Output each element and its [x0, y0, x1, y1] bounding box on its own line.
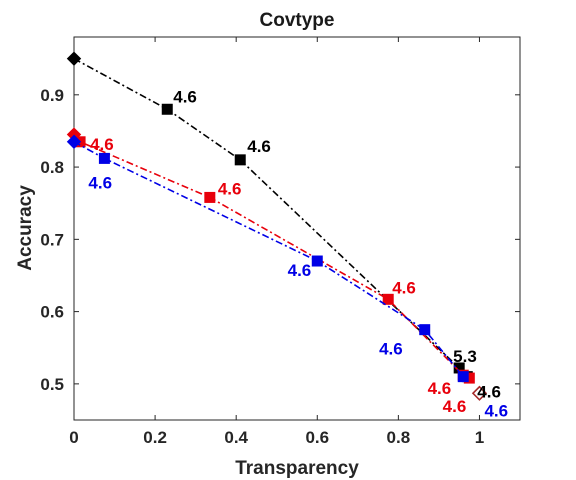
y-tick-label: 0.5: [40, 375, 64, 394]
y-tick-label: 0.8: [40, 158, 64, 177]
square-marker: [419, 324, 431, 336]
square-marker: [161, 103, 173, 115]
y-tick-label: 0.7: [40, 230, 64, 249]
diamond-marker: [66, 134, 82, 149]
chart-title: Covtype: [260, 10, 335, 31]
series-black: [66, 51, 473, 383]
data-label: 4.6: [88, 173, 112, 192]
square-marker: [204, 191, 216, 203]
y-axis-label: Accuracy: [15, 185, 36, 271]
data-label: 4.6: [443, 397, 467, 416]
square-marker: [382, 293, 394, 305]
x-tick-label: 0.8: [387, 428, 411, 447]
x-axis-label: Transparency: [235, 458, 359, 479]
axis-ticks: 0 0.2 0.4 0.6 0.8 1 0.5 0.6 0.7 0.8 0.9: [40, 37, 520, 447]
data-label: 4.6: [392, 278, 416, 297]
plot-frame: [73, 36, 521, 421]
x-tick-label: 0: [69, 428, 78, 447]
x-tick-label: 0.2: [143, 428, 167, 447]
square-marker: [234, 154, 246, 166]
data-label: 4.6: [247, 137, 271, 156]
square-marker: [457, 371, 469, 383]
series-line: [73, 57, 468, 378]
data-label: 4.6: [173, 87, 197, 106]
series-red: [66, 127, 475, 384]
series-line: [73, 141, 464, 378]
x-tick-label: 1: [475, 428, 484, 447]
square-marker: [98, 152, 110, 164]
data-label: 4.6: [484, 401, 508, 420]
series-blue: [66, 134, 469, 383]
x-tick-label: 0.6: [305, 428, 329, 447]
series-layer: [66, 51, 488, 401]
data-label: 4.6: [428, 379, 452, 398]
data-label: 4.6: [90, 135, 114, 154]
y-tick-label: 0.9: [40, 86, 64, 105]
square-marker: [311, 255, 323, 267]
diamond-marker: [66, 51, 82, 66]
data-labels: 4.64.65.34.64.64.64.64.64.64.64.64.64.6: [88, 87, 508, 420]
x-tick-label: 0.4: [224, 428, 248, 447]
series-line: [73, 134, 470, 379]
y-tick-label: 0.6: [40, 303, 64, 322]
hollow-diamond-marker: [471, 385, 488, 401]
data-label: 4.6: [379, 340, 403, 359]
data-label: 4.6: [288, 261, 312, 280]
data-label: 4.6: [477, 383, 501, 402]
data-label: 4.6: [218, 179, 242, 198]
data-label: 5.3: [453, 347, 477, 366]
